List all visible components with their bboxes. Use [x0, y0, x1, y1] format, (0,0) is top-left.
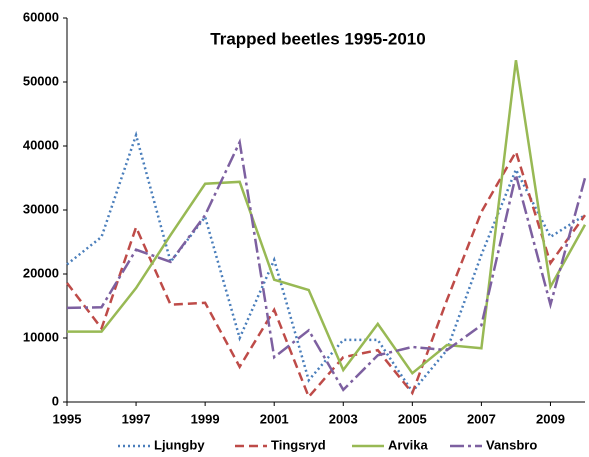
- y-tick-label: 30000: [23, 201, 59, 216]
- y-tick-label: 40000: [23, 137, 59, 152]
- series-line: [66, 148, 587, 400]
- x-tick-label: 2003: [329, 411, 358, 426]
- legend-label: Tingsryd: [271, 437, 326, 452]
- x-tick-label: 1999: [191, 411, 220, 426]
- legend-label: Vansbro: [486, 437, 537, 452]
- x-tick-label: 2007: [467, 411, 496, 426]
- chart-title: Trapped beetles 1995-2010: [210, 29, 425, 48]
- series-line: [67, 60, 587, 376]
- x-tick-label: 2005: [398, 411, 427, 426]
- y-tick-label: 10000: [23, 329, 59, 344]
- y-tick-label: 0: [52, 393, 59, 408]
- x-tick-label: 1997: [122, 411, 151, 426]
- y-tick-label: 50000: [23, 73, 59, 88]
- y-tick-label: 60000: [23, 9, 59, 24]
- x-tick-label: 1995: [53, 411, 82, 426]
- x-tick-label: 2009: [536, 411, 565, 426]
- series-line: [66, 137, 587, 392]
- legend-label: Ljungby: [154, 437, 205, 452]
- y-tick-label: 20000: [23, 265, 59, 280]
- legend-label: Arvika: [388, 437, 429, 452]
- series-line: [66, 130, 586, 394]
- x-tick-label: 2001: [260, 411, 289, 426]
